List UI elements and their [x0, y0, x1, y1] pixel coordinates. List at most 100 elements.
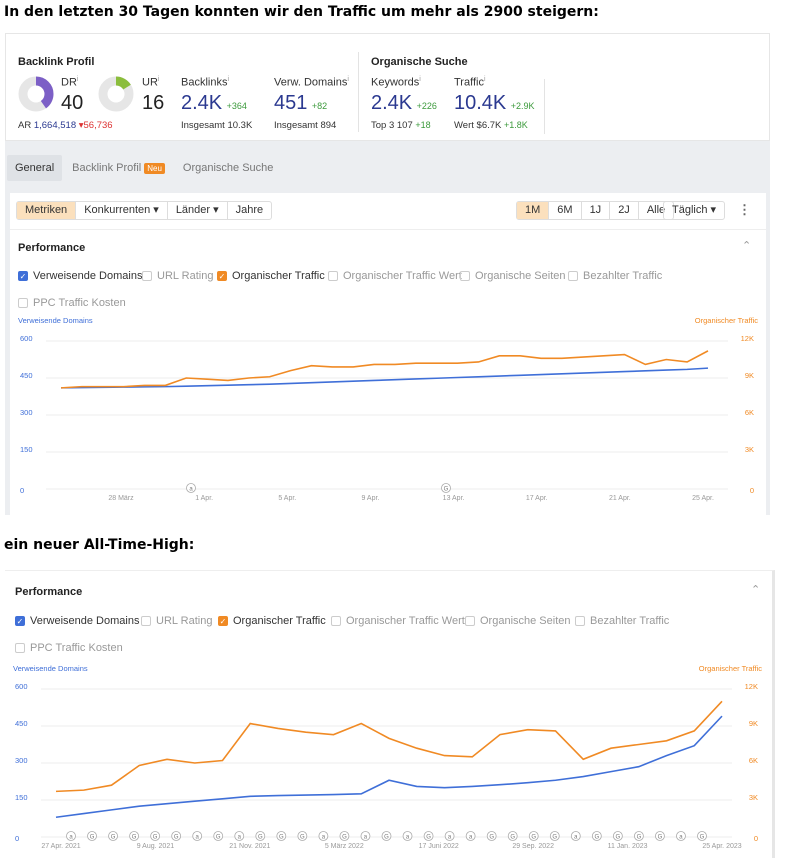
backlinks-label: Backlinksi — [181, 76, 229, 89]
annotation-marker-label: G — [489, 835, 494, 841]
domains-label: Verw. Domainsi — [274, 76, 349, 89]
checkbox-icon — [142, 271, 152, 281]
checkbox-label: Bezahlter Traffic — [583, 270, 662, 282]
left-tick-label: 600 — [20, 334, 33, 343]
checkbox-label: URL Rating — [156, 615, 212, 627]
checkbox-icon — [141, 616, 151, 626]
traffic-value[interactable]: 10.4K +2.9K — [454, 92, 535, 115]
checkbox-label: Verweisende Domains — [30, 615, 139, 627]
dr-value: 40 — [61, 92, 83, 115]
right-tick-label: 12K — [745, 682, 758, 691]
checkbox-icon — [18, 298, 28, 308]
annotation-marker-label: G — [132, 835, 137, 841]
ur-label: URi — [142, 76, 159, 89]
range-6m[interactable]: 6M — [549, 202, 581, 219]
range-2j[interactable]: 2J — [610, 202, 639, 219]
left-tick-label: 450 — [20, 371, 33, 380]
annotation-marker-label: G — [510, 835, 515, 841]
backlink-profile-title: Backlink Profil — [18, 56, 94, 68]
keywords-label: Keywordsi — [371, 76, 421, 89]
checkbox-label: Bezahlter Traffic — [590, 615, 669, 627]
checkbox-bezahlter-traffic[interactable]: Bezahlter Traffic — [575, 615, 669, 627]
checkbox-icon — [15, 643, 25, 653]
checkmark-icon: ✓ — [218, 616, 228, 626]
annotation-marker-label: G — [426, 835, 431, 841]
checkbox-label: Organischer Traffic — [233, 615, 326, 627]
left-tick-label: 0 — [20, 486, 24, 495]
interval-label: Täglich ▾ — [664, 202, 724, 219]
left-tick-label: 300 — [15, 756, 28, 765]
checkbox-icon — [465, 616, 475, 626]
left-tick-label: 150 — [15, 793, 28, 802]
annotation-marker-label: G — [637, 835, 642, 841]
series-line-traffic — [56, 701, 722, 791]
checkbox-label: Organische Seiten — [480, 615, 571, 627]
checkbox-icon — [460, 271, 470, 281]
checkbox-ppc-traffic-kosten[interactable]: PPC Traffic Kosten — [15, 642, 123, 654]
annotation-marker-label: G — [90, 835, 95, 841]
annotation-marker-label: G — [258, 835, 263, 841]
konkurrenten-dropdown[interactable]: Konkurrenten ▾ — [76, 202, 168, 219]
ur-value: 16 — [142, 92, 164, 115]
right-tick-label: 9K — [749, 719, 758, 728]
checkbox-label: PPC Traffic Kosten — [33, 297, 126, 309]
right-tick-label: 9K — [745, 371, 754, 380]
interval-dropdown[interactable]: Täglich ▾ — [663, 201, 725, 220]
ar-rank: AR 1,664,518 ▾56,736 — [18, 120, 113, 131]
right-tick-label: 0 — [750, 486, 754, 495]
checkbox-icon — [568, 271, 578, 281]
annotation-marker-label: G — [174, 835, 179, 841]
collapse-chevron-icon[interactable]: ⌃ — [751, 583, 760, 596]
checkbox-organische-seiten[interactable]: Organische Seiten — [465, 615, 571, 627]
x-tick-label: 21 Nov. 2021 — [229, 843, 270, 850]
backlinks-value[interactable]: 2.4K +364 — [181, 92, 247, 115]
checkbox-icon — [328, 271, 338, 281]
performance-panel: Metriken Konkurrenten ▾ Länder ▾ Jahre 1… — [10, 193, 766, 515]
checkmark-icon: ✓ — [18, 271, 28, 281]
collapse-chevron-icon[interactable]: ⌃ — [742, 239, 751, 252]
checkbox-ppc-traffic-kosten[interactable]: PPC Traffic Kosten — [18, 297, 126, 309]
checkbox-bezahlter-traffic[interactable]: Bezahlter Traffic — [568, 270, 662, 282]
checkbox-url-rating[interactable]: URL Rating — [141, 615, 212, 627]
range-1m[interactable]: 1M — [517, 202, 549, 219]
checkbox-label: Verweisende Domains — [33, 270, 142, 282]
domains-total: Insgesamt 894 — [274, 120, 336, 131]
performance-title: Performance — [18, 242, 85, 254]
checkbox-organischer-traffic[interactable]: ✓Organischer Traffic — [217, 270, 325, 282]
tab-general[interactable]: General — [7, 155, 62, 181]
keywords-top3: Top 3 107 +18 — [371, 120, 431, 131]
x-tick-label: 25 Apr. 2023 — [702, 843, 741, 850]
annotation-marker-label: G — [594, 835, 599, 841]
left-tick-label: 0 — [15, 834, 19, 843]
checkmark-icon: ✓ — [217, 271, 227, 281]
checkbox-organischer-traffic[interactable]: ✓ Organischer Traffic — [218, 615, 326, 627]
more-menu-icon[interactable]: ⋮ — [738, 202, 751, 218]
x-tick-label: 29 Sep. 2022 — [512, 843, 554, 850]
annotation-marker-label: G — [384, 835, 389, 841]
keywords-value[interactable]: 2.4K +226 — [371, 92, 437, 115]
annotation-marker-label: G — [342, 835, 347, 841]
tab-organische-suche[interactable]: Organische Suche — [175, 155, 282, 181]
laender-dropdown[interactable]: Länder ▾ — [168, 202, 228, 219]
annotation-marker-label: G — [153, 835, 158, 841]
series-line-traffic — [61, 351, 708, 388]
checkbox-icon — [575, 616, 585, 626]
checkbox-organische-seiten[interactable]: Organische Seiten — [460, 270, 566, 282]
backlinks-total: Insgesamt 10.3K — [181, 120, 252, 131]
metriken-button[interactable]: Metriken — [17, 202, 76, 219]
checkbox-verweisende-domains[interactable]: ✓ Verweisende Domains — [15, 615, 139, 627]
checkbox-url-rating[interactable]: URL Rating — [142, 270, 213, 282]
checkmark-icon: ✓ — [15, 616, 25, 626]
checkbox-organischer-traffic-wert[interactable]: Organischer Traffic Wert — [328, 270, 462, 282]
x-tick-label: 27 Apr. 2021 — [41, 843, 80, 850]
right-tick-label: 3K — [745, 445, 754, 454]
dr-label: DRi — [61, 76, 78, 89]
jahre-button[interactable]: Jahre — [228, 202, 272, 219]
checkbox-organischer-traffic-wert[interactable]: Organischer Traffic Wert — [331, 615, 465, 627]
range-1j[interactable]: 1J — [582, 202, 611, 219]
domains-value[interactable]: 451 +82 — [274, 92, 327, 115]
checkbox-verweisende-domains[interactable]: ✓ Verweisende Domains — [18, 270, 142, 282]
right-axis-title: Organischer Traffic — [699, 664, 762, 673]
